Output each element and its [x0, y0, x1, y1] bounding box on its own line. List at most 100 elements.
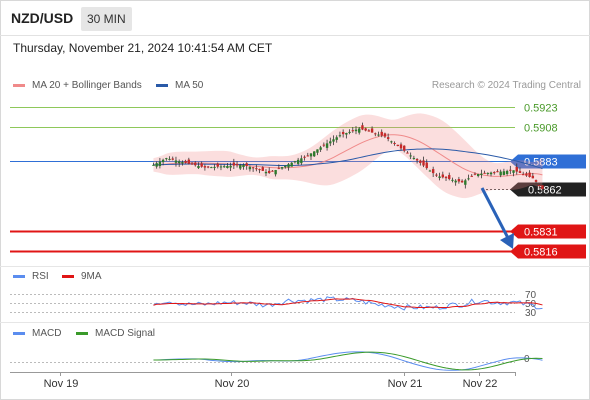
candle-down: [341, 131, 345, 135]
candle-up: [165, 158, 168, 160]
candle-down: [531, 175, 535, 179]
candle-down: [483, 172, 486, 174]
forecast-arrow-head: [500, 233, 514, 249]
level-badge: [510, 224, 586, 239]
candle-up: [284, 165, 287, 168]
candle-down: [509, 169, 512, 171]
candle-up: [280, 167, 284, 169]
instrument-title: NZD/USD: [11, 10, 74, 26]
candle-down: [251, 167, 255, 169]
forecast-arrow-shaft: [480, 187, 510, 239]
ma50-swatch: [156, 84, 168, 87]
candle-down: [194, 162, 197, 166]
candle-down: [425, 162, 428, 169]
candle-up: [229, 165, 232, 168]
candle-down: [435, 174, 438, 176]
legend-macd: MACD: [13, 328, 61, 339]
candle-down: [203, 166, 207, 168]
credit-text: Research © 2024 Trading Central: [431, 80, 581, 91]
rsi-ma-swatch: [62, 275, 74, 278]
candle-down: [171, 158, 174, 160]
candle-down: [322, 144, 326, 146]
candle-down: [457, 179, 461, 182]
candle-down: [528, 172, 531, 177]
candle-down: [258, 169, 261, 171]
candle-up: [210, 167, 213, 169]
candle-down: [370, 128, 374, 133]
candle-down: [415, 159, 419, 161]
macd-signal-line: [153, 351, 543, 371]
candle-down: [216, 163, 219, 167]
candle-down: [383, 133, 387, 137]
legend-bollinger: MA 20 + Bollinger Bands: [13, 80, 142, 91]
macd-signal-swatch: [76, 332, 88, 335]
ma50-label: MA 50: [175, 80, 204, 91]
candle-down: [403, 145, 406, 151]
candle-down: [245, 163, 248, 166]
candle-down: [255, 168, 258, 170]
legend-macd-signal: MACD Signal: [76, 328, 155, 339]
candle-up: [480, 173, 483, 175]
level-label: 0.5908: [524, 123, 558, 135]
macd-label: MACD: [32, 328, 62, 339]
legend-rsi-ma: 9MA: [62, 271, 102, 282]
rsi-ma-label: 9MA: [81, 271, 102, 282]
rsi-label: RSI: [32, 271, 49, 282]
candle-up: [451, 179, 454, 181]
bollinger-band: [153, 113, 543, 199]
candle-down: [444, 176, 448, 179]
candle-down: [200, 163, 203, 167]
candle-down: [515, 166, 518, 172]
x-axis-label: Nov 20: [215, 378, 250, 390]
candle-up: [377, 134, 380, 136]
candle-down: [406, 152, 409, 154]
current-price-badge: [510, 182, 586, 197]
candle-down: [386, 137, 390, 139]
candle-up: [290, 162, 293, 167]
candle-up: [309, 153, 313, 157]
candle-down: [419, 160, 422, 164]
candle-down: [367, 130, 371, 132]
candle-up: [505, 170, 509, 175]
candle-down: [493, 172, 496, 174]
candle-down: [268, 170, 271, 173]
candle-down: [518, 171, 522, 173]
candle-up: [319, 147, 322, 150]
candle-up: [354, 129, 358, 132]
candle-down: [184, 160, 187, 163]
x-axis-label: Nov 22: [463, 378, 498, 390]
candle-up: [222, 166, 226, 168]
level-badge: [510, 244, 586, 259]
candle-up: [486, 172, 490, 174]
chart-timestamp: Thursday, November 21, 2024 10:41:54 AM …: [13, 41, 273, 55]
candle-up: [325, 143, 329, 148]
rsi-swatch: [13, 275, 25, 278]
timeframe-button[interactable]: 30 MIN: [81, 7, 132, 31]
candle-down: [232, 162, 236, 166]
candle-down: [364, 128, 367, 131]
candle-down: [460, 180, 464, 183]
candle-up: [502, 171, 506, 175]
candle-up: [181, 162, 184, 164]
candle-up: [158, 161, 162, 167]
candle-down: [525, 173, 528, 176]
chart-header: NZD/USD 30 MIN: [0, 0, 590, 36]
candle-up: [313, 151, 316, 157]
candle-up: [264, 171, 268, 174]
legend-rsi: RSI: [13, 271, 49, 282]
candle-up: [412, 157, 416, 159]
candle-up: [161, 159, 165, 163]
candle-down: [470, 175, 473, 177]
macd-tick-label: 0: [524, 354, 530, 365]
candle-up: [316, 149, 319, 153]
candle-up: [332, 139, 335, 142]
candle-up: [242, 164, 245, 168]
macd-swatch: [13, 332, 25, 335]
candle-up: [476, 173, 480, 177]
level-badge-label: 0.5816: [524, 247, 558, 259]
bollinger-swatch: [13, 84, 25, 87]
candle-down: [235, 163, 239, 166]
current-price-label: 0.5862: [528, 185, 562, 197]
candle-down: [206, 166, 210, 168]
